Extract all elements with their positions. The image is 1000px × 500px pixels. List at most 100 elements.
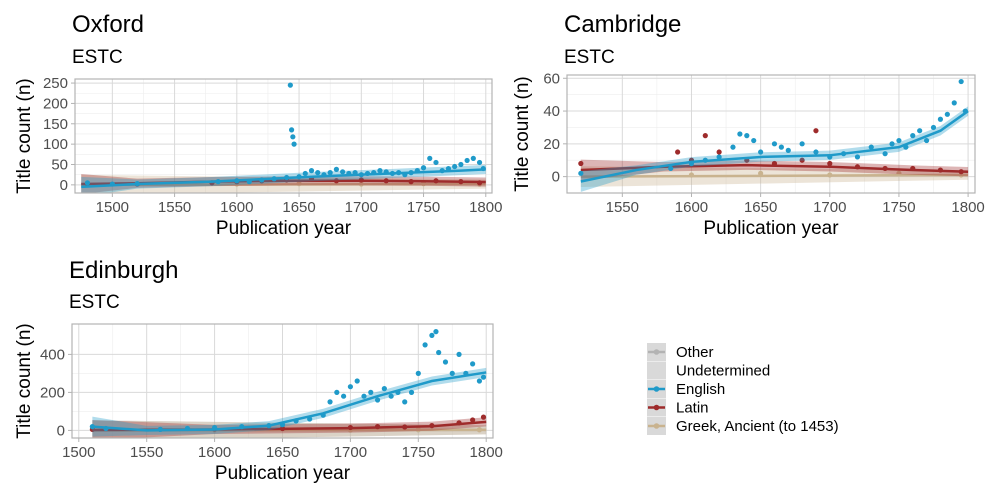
- panel-subtitle: ESTC: [72, 47, 123, 68]
- data-point-latin: [702, 133, 708, 139]
- data-point-latin: [578, 160, 584, 167]
- legend-key-point-other: [653, 349, 660, 355]
- data-point-english: [917, 128, 923, 134]
- y-tick-label: 200: [43, 95, 68, 112]
- data-point-english: [347, 384, 354, 390]
- data-point-english: [854, 154, 861, 160]
- data-layer: [89, 329, 487, 438]
- panel-border: [74, 78, 493, 194]
- data-point-english: [923, 137, 930, 144]
- data-point-english: [882, 151, 888, 157]
- data-point-english: [291, 141, 297, 147]
- data-point-english: [422, 342, 428, 348]
- x-axis-title: Publication year: [215, 463, 351, 484]
- data-point-english: [315, 170, 321, 176]
- data-point-english: [737, 131, 743, 137]
- legend-label-english: English: [676, 381, 725, 398]
- x-tick-label: 1750: [882, 199, 915, 216]
- data-point-english: [361, 393, 367, 399]
- x-tick-label: 1700: [345, 199, 378, 216]
- data-point-english: [951, 100, 957, 106]
- x-axis-title: Publication year: [216, 218, 352, 239]
- data-point-english: [958, 78, 964, 85]
- x-tick-label: 1550: [130, 444, 163, 461]
- x-tick-label: 1650: [282, 199, 315, 216]
- y-tick-label: 20: [543, 136, 560, 153]
- data-point-latin: [716, 149, 722, 155]
- y-tick-label: 60: [543, 70, 560, 87]
- data-point-english: [578, 170, 584, 176]
- data-point-english: [456, 351, 462, 357]
- x-tick-label: 1650: [744, 199, 777, 216]
- y-tick-label: 40: [543, 103, 560, 120]
- data-point-latin: [480, 414, 487, 420]
- data-point-english: [415, 370, 421, 376]
- y-tick-label: 50: [51, 157, 68, 174]
- x-tick-label: 1600: [198, 444, 231, 461]
- data-point-english: [381, 386, 387, 392]
- panel-2: Edinburgh ESTC 1500 1550 1600 1650 1700 1750 180…: [14, 257, 503, 484]
- data-point-english: [476, 159, 483, 166]
- x-tick-label: 1700: [334, 444, 367, 461]
- data-point-english: [377, 168, 383, 174]
- data-point-latin: [470, 417, 476, 423]
- data-point-english: [429, 332, 435, 338]
- data-point-english: [433, 159, 439, 166]
- panel-title: Oxford: [72, 11, 144, 38]
- data-point-english: [308, 168, 315, 174]
- data-point-english: [388, 393, 394, 399]
- data-point-english: [368, 389, 374, 395]
- data-point-english: [287, 82, 293, 88]
- data-point-english: [334, 389, 340, 395]
- data-point-english: [771, 141, 778, 147]
- x-tick-label: 1800: [470, 444, 503, 461]
- data-point-english: [944, 111, 950, 117]
- data-point-english: [813, 149, 819, 155]
- data-point-english: [290, 134, 296, 140]
- data-point-english: [327, 170, 333, 176]
- data-point-english: [436, 349, 442, 356]
- data-point-english: [464, 157, 470, 164]
- legend-key-point-greek-ancient-to: [653, 423, 660, 429]
- data-point-english: [868, 144, 874, 150]
- x-tick-label: 1700: [813, 199, 846, 216]
- data-point-english: [452, 163, 458, 170]
- legend-label-other: Other: [676, 344, 714, 361]
- data-point-english: [449, 370, 455, 376]
- data-point-english: [288, 127, 295, 133]
- data-point-english: [785, 147, 791, 153]
- panel-subtitle: ESTC: [564, 47, 615, 68]
- data-point-english: [744, 133, 750, 139]
- data-point-english: [420, 165, 427, 171]
- data-point-english: [340, 169, 346, 175]
- data-point-english: [476, 378, 483, 384]
- data-point-latin: [827, 160, 833, 167]
- data-point-english: [910, 133, 916, 139]
- panel-title: Edinburgh: [69, 257, 178, 284]
- data-point-english: [896, 137, 902, 144]
- data-point-english: [930, 124, 937, 131]
- panel-1: Cambridge ESTC 1550 1600 1650 1700 1750 1800 0 20…: [512, 11, 985, 239]
- y-tick-label: 150: [43, 116, 68, 133]
- x-tick-label: 1550: [158, 199, 191, 216]
- y-tick-label: 400: [40, 346, 65, 363]
- data-point-english: [374, 397, 381, 403]
- data-point-english: [751, 137, 757, 144]
- data-point-english: [84, 180, 91, 186]
- data-point-latin: [813, 128, 819, 134]
- panel-0: Oxford ESTC 1500 1550 1600 1650 1700 1750 1800 0 5…: [14, 11, 502, 239]
- legend-label-latin: Latin: [676, 400, 709, 417]
- data-point-english: [716, 154, 722, 160]
- trend-line-english: [92, 371, 487, 432]
- data-point-english: [458, 161, 464, 168]
- legend-key-point-undetermined: [653, 367, 660, 374]
- data-point-english: [354, 378, 360, 384]
- data-point-latin: [675, 149, 681, 155]
- panel-border: [566, 74, 976, 194]
- y-axis-title: Title count (n): [14, 323, 35, 438]
- data-point-english: [778, 144, 784, 150]
- x-tick-label: 1550: [606, 199, 639, 216]
- x-tick-label: 1600: [220, 199, 253, 216]
